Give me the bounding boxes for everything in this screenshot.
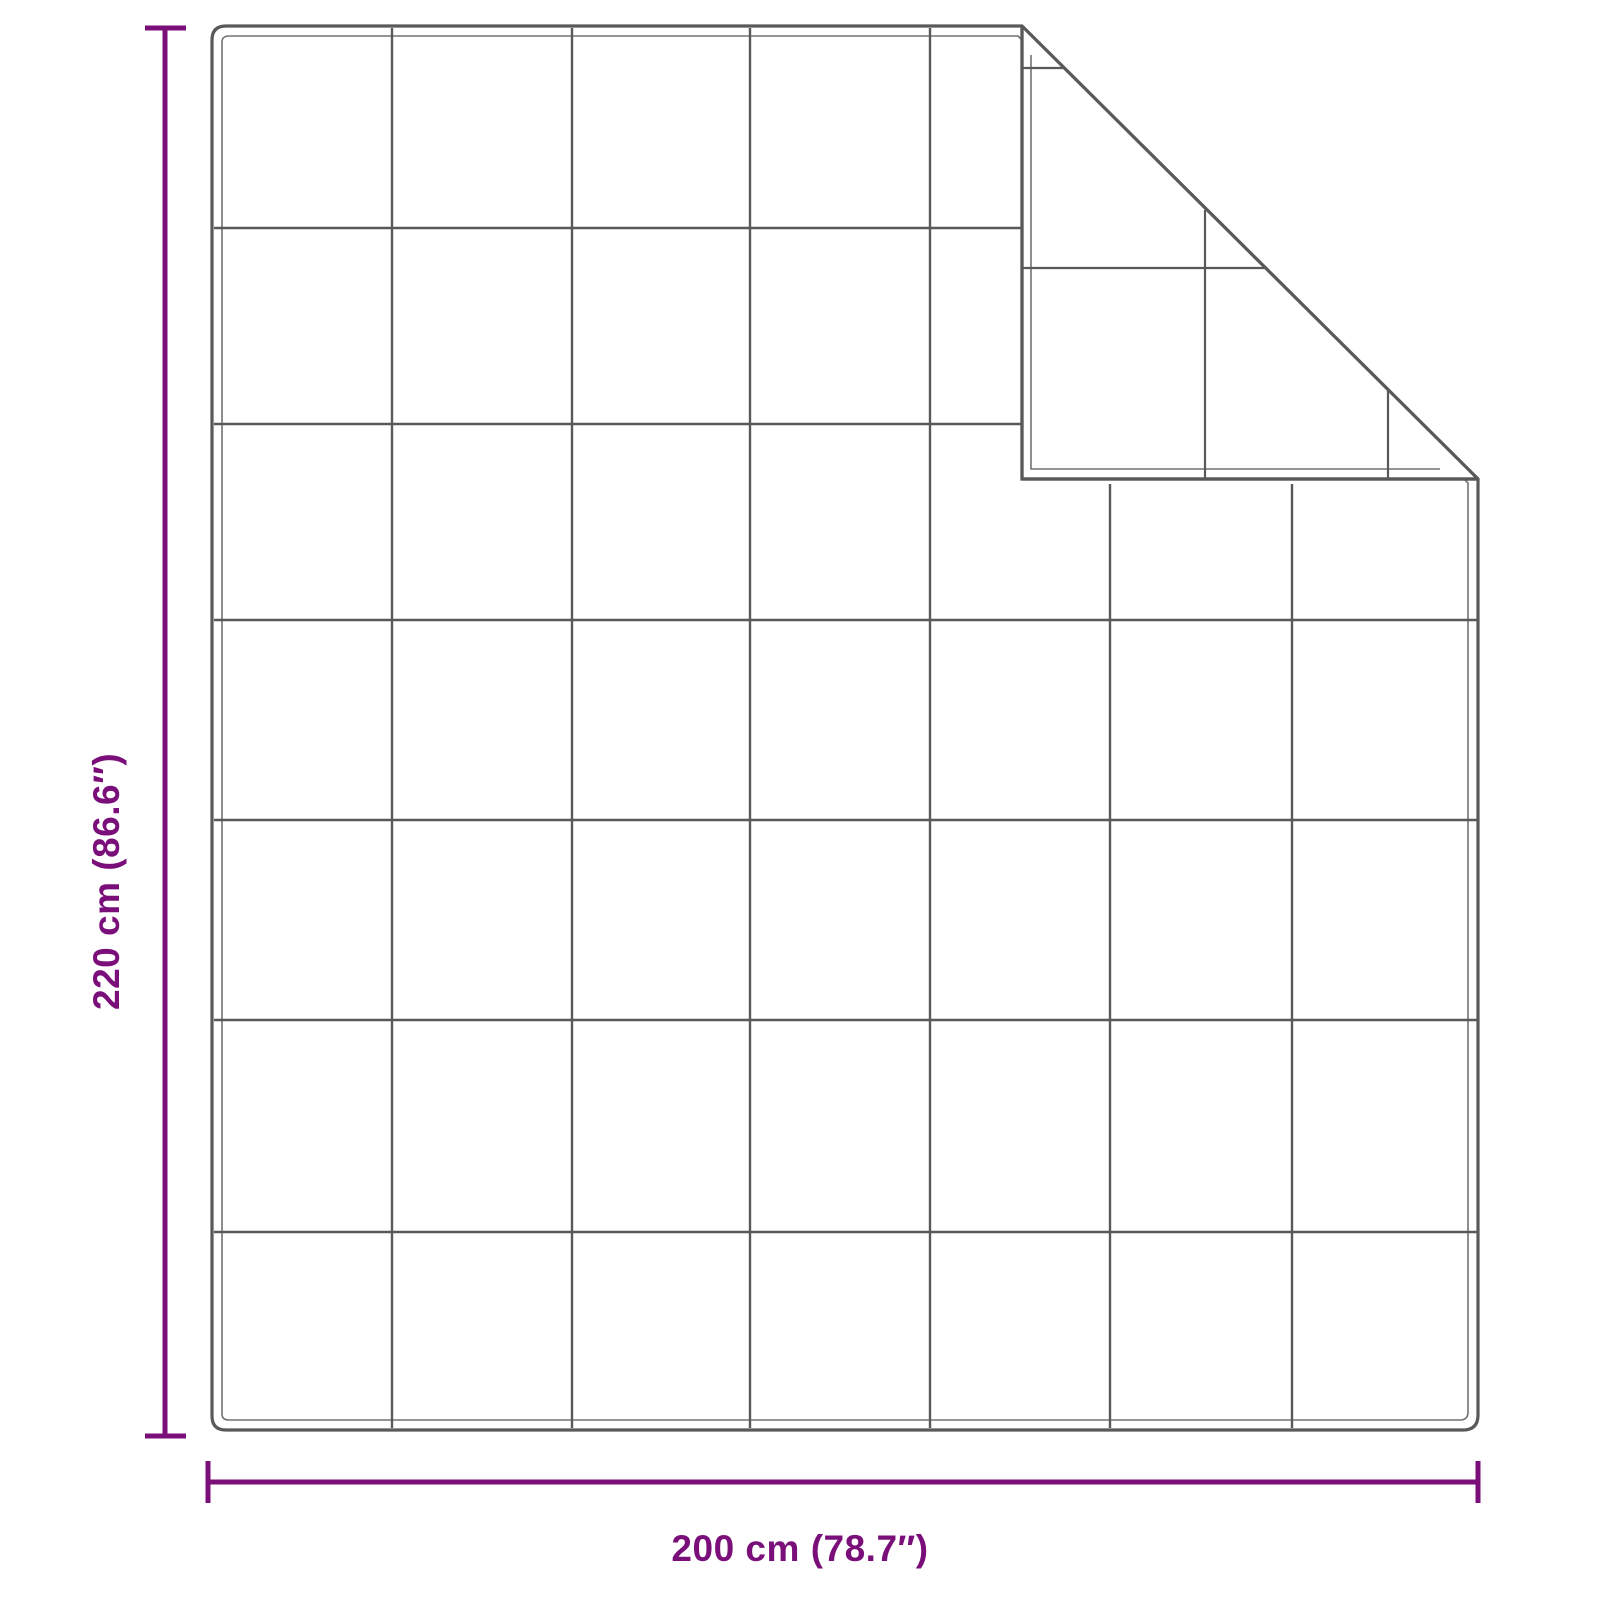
height-dimension-line xyxy=(145,25,186,1439)
folded-corner-flap xyxy=(1020,24,1480,481)
fold-crease-line xyxy=(1020,26,1478,481)
quilt-grid-front xyxy=(214,28,1478,1428)
width-dimension-label-wrap: 200 cm (78.7″) xyxy=(0,1528,1600,1570)
blanket-hem-stitch xyxy=(221,35,1469,1421)
blanket-outline xyxy=(210,24,1480,1432)
width-dimension-label: 200 cm (78.7″) xyxy=(671,1528,929,1569)
quilt-grid-reverse xyxy=(1022,66,1390,479)
blanket-shape xyxy=(210,24,1480,1432)
folded-corner-hem-stitch xyxy=(1030,55,1440,470)
height-dimension-label: 220 cm (86.6″) xyxy=(86,752,127,1010)
width-dimension-line xyxy=(205,1461,1481,1503)
